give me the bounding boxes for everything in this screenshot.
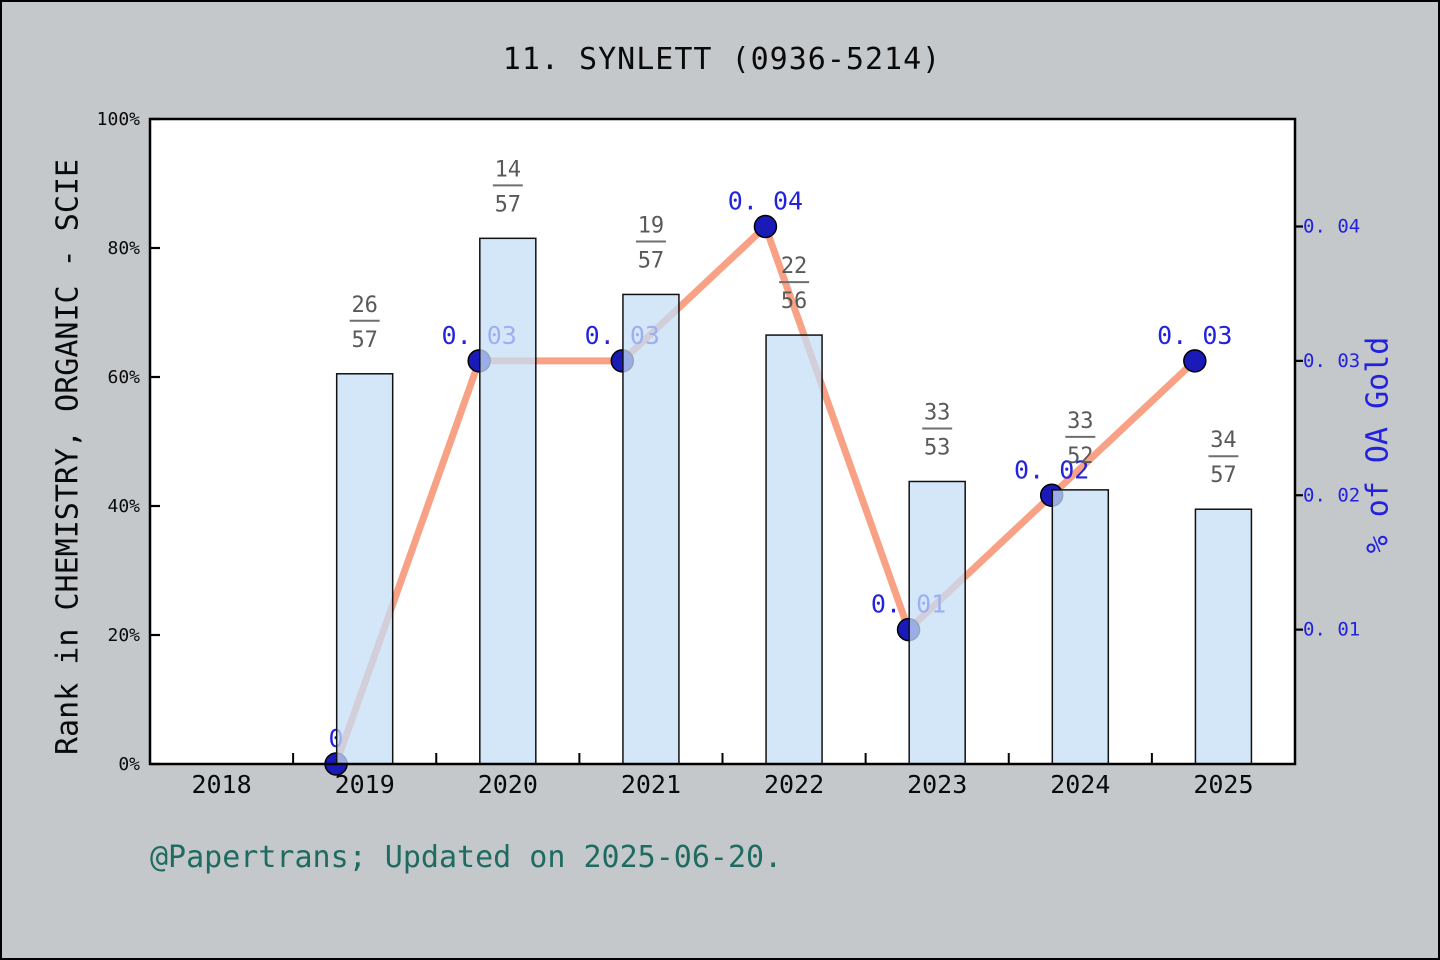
x-tick-label-2019: 2019 [335, 770, 395, 799]
right-tick-label: 0. 04 [1303, 216, 1360, 238]
chart-title: 11. SYNLETT (0936-5214) [502, 42, 942, 77]
left-tick-label: 0% [118, 754, 140, 775]
oa-gold-value-label-2022: 0. 04 [728, 187, 803, 216]
rank-fraction-denominator-2022: 56 [781, 289, 808, 314]
plot-area [150, 119, 1295, 764]
rank-fraction-numerator-2023: 33 [924, 400, 951, 425]
rank-fraction-denominator-2019: 57 [351, 328, 378, 353]
rank-bar-2023 [908, 480, 966, 765]
rank-fraction-numerator-2022: 22 [781, 254, 808, 279]
rank-fraction-denominator-2023: 53 [924, 435, 951, 460]
right-tick-label: 0. 01 [1303, 619, 1360, 641]
rank-fraction-denominator-2024: 52 [1067, 444, 1094, 469]
oa-gold-point-2025 [1183, 349, 1207, 373]
rank-fraction-numerator-2019: 26 [351, 293, 378, 318]
rank-fraction-denominator-2020: 57 [495, 192, 522, 217]
x-tick-label-2023: 2023 [907, 770, 967, 799]
plot-frame [148, 117, 1297, 766]
left-tick-label: 60% [107, 367, 140, 388]
footer-credit: @Papertrans; Updated on 2025-06-20. [150, 840, 783, 875]
rank-fraction-denominator-2025: 57 [1210, 463, 1237, 488]
left-tick-label: 40% [107, 496, 140, 517]
right-axis-title: % of OA Gold [1360, 336, 1396, 554]
x-tick-label-2022: 2022 [764, 770, 824, 799]
left-axis-title: Rank in CHEMISTRY, ORGANIC - SCIE [50, 158, 86, 756]
rank-bar-2021 [622, 293, 680, 765]
x-tick-label-2020: 2020 [478, 770, 538, 799]
right-tick-label: 0. 02 [1303, 484, 1360, 506]
rank-bar-2019 [335, 373, 394, 765]
oa-gold-value-label-2025: 0. 03 [1157, 321, 1232, 350]
left-tick-label: 100% [97, 109, 141, 130]
x-tick-label-2024: 2024 [1050, 770, 1110, 799]
oa-gold-value-label-2024: 0. 02 [1014, 455, 1089, 484]
x-tick-label-2018: 2018 [191, 770, 251, 799]
left-tick-label: 80% [107, 238, 140, 259]
rank-fraction-numerator-2020: 14 [495, 157, 522, 182]
rank-fraction-numerator-2025: 34 [1210, 428, 1237, 453]
right-tick-label: 0. 03 [1303, 350, 1360, 372]
x-tick-label-2025: 2025 [1193, 770, 1253, 799]
x-tick-label-2021: 2021 [621, 770, 681, 799]
rank-fraction-numerator-2024: 33 [1067, 409, 1094, 434]
left-tick-label: 20% [107, 625, 140, 646]
rank-fraction-denominator-2021: 57 [638, 248, 665, 273]
oa-gold-point-2022 [753, 214, 778, 239]
rank-bar-2024 [1051, 489, 1110, 765]
rank-fraction-numerator-2021: 19 [638, 213, 665, 238]
rank-bar-2025 [1194, 508, 1253, 765]
rank-bar-2020 [479, 237, 537, 765]
rank-bar-2022 [765, 334, 823, 765]
